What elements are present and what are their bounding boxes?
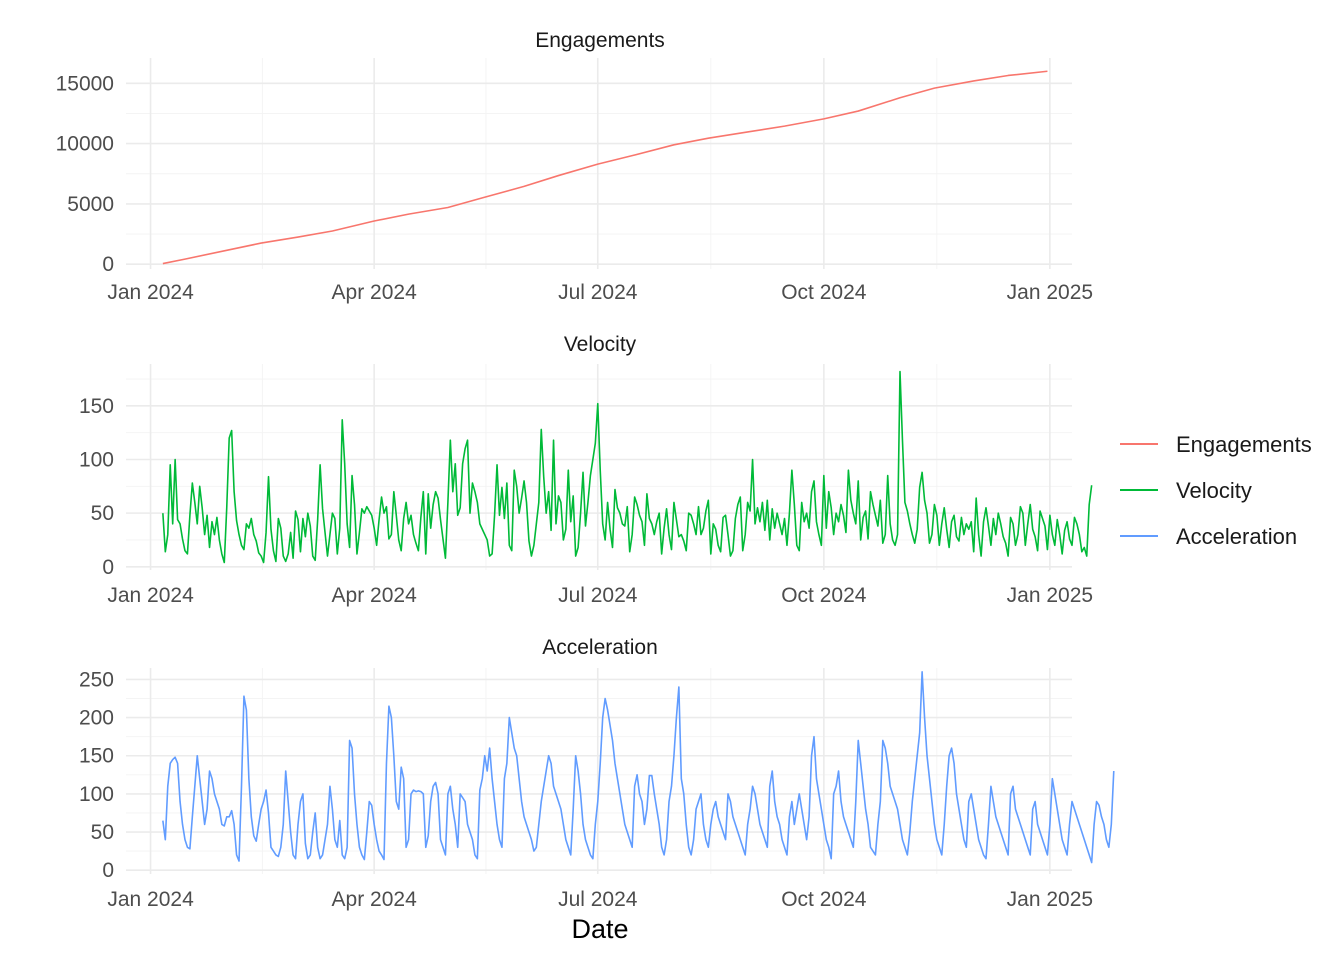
legend-label: Engagements: [1176, 432, 1312, 457]
x-tick-label: Jan 2024: [107, 584, 194, 607]
panel-title: Velocity: [564, 333, 637, 356]
series-line-engagements: [162, 70, 1048, 265]
x-tick-label: Jul 2024: [558, 888, 638, 911]
y-tick-label: 50: [91, 821, 114, 844]
legend: Engagements Velocity Acceleration: [1120, 432, 1312, 549]
y-tick-label: 150: [79, 395, 114, 418]
legend-item-velocity: Velocity: [1120, 478, 1252, 503]
x-tick-label: Oct 2024: [781, 281, 867, 304]
panel-title: Engagements: [535, 29, 665, 52]
y-tick-label: 10000: [56, 133, 114, 156]
panel-velocity: Velocity 0 50 100 150 Jan 2024 Apr 2024 Jul 202…: [79, 333, 1093, 607]
x-tick-label: Jan 2024: [107, 888, 194, 911]
y-tick-label: 15000: [56, 72, 114, 95]
legend-label: Acceleration: [1176, 524, 1297, 549]
x-tick-label: Jan 2024: [107, 281, 194, 304]
x-tick-label: Apr 2024: [332, 281, 418, 304]
x-tick-label: Jan 2025: [1007, 888, 1093, 911]
y-tick-label: 200: [79, 707, 114, 730]
x-tick-label: Jul 2024: [558, 281, 638, 304]
panel-engagements: Engagements 0 5000 10000 15000 Jan 2024 Apr 20…: [56, 29, 1094, 304]
series-line-velocity: [162, 370, 1093, 564]
x-tick-label: Apr 2024: [332, 888, 418, 911]
panel-acceleration: Acceleration 0 50 100 150 200 250 Jan 2024 Apr 2…: [79, 636, 1115, 911]
x-tick-label: Jan 2025: [1007, 584, 1093, 607]
y-tick-label: 50: [91, 502, 114, 525]
y-tick-label: 5000: [67, 193, 114, 216]
gridlines: [126, 364, 1072, 570]
x-tick-label: Apr 2024: [332, 584, 418, 607]
legend-label: Velocity: [1176, 478, 1252, 503]
x-tick-label: Jul 2024: [558, 584, 638, 607]
x-tick-label: Jan 2025: [1007, 281, 1093, 304]
legend-item-acceleration: Acceleration: [1120, 524, 1297, 549]
x-axis-title: Date: [571, 914, 628, 944]
panel-title: Acceleration: [542, 636, 658, 659]
y-tick-label: 0: [102, 556, 114, 579]
y-tick-label: 150: [79, 745, 114, 768]
y-tick-label: 0: [102, 859, 114, 882]
x-tick-label: Oct 2024: [781, 888, 867, 911]
y-tick-label: 0: [102, 253, 114, 276]
y-tick-label: 100: [79, 448, 114, 471]
series-line-acceleration: [162, 671, 1115, 864]
y-tick-label: 250: [79, 668, 114, 691]
gridlines: [126, 668, 1072, 874]
legend-item-engagements: Engagements: [1120, 432, 1312, 457]
y-tick-label: 100: [79, 783, 114, 806]
x-tick-label: Oct 2024: [781, 584, 867, 607]
